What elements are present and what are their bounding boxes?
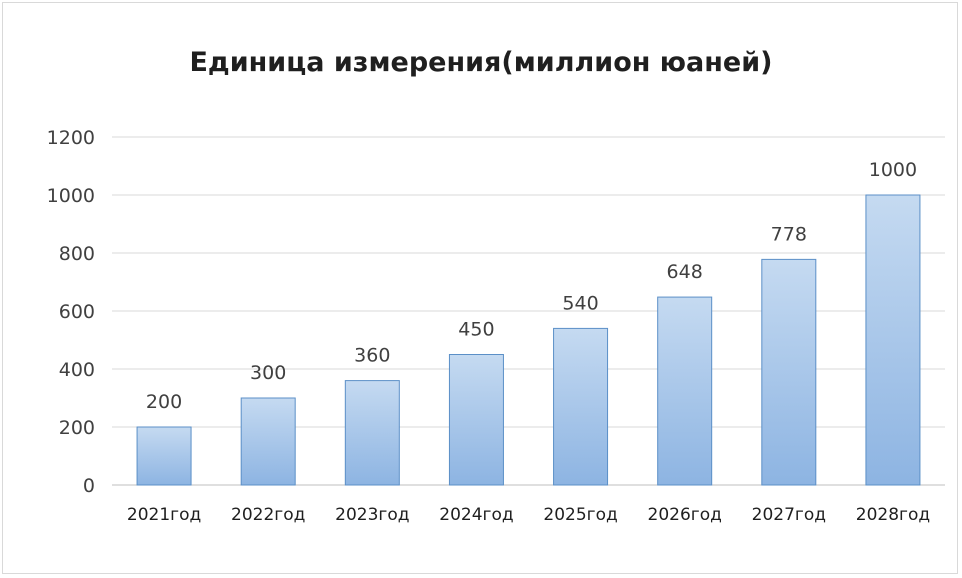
y-tick-label: 1000 <box>47 185 95 207</box>
data-label: 778 <box>771 223 807 245</box>
data-label: 648 <box>667 261 703 283</box>
category-label: 2022год <box>231 505 305 525</box>
y-tick-label: 600 <box>59 301 95 323</box>
category-label: 2027год <box>752 505 826 525</box>
bar <box>240 397 296 486</box>
category-label: 2023год <box>335 505 409 525</box>
bar <box>865 194 921 486</box>
data-label: 360 <box>354 345 390 367</box>
data-labels: 200 300 360 450 540 648 778 1000 <box>146 159 917 413</box>
y-tick-label: 800 <box>59 243 95 265</box>
bar <box>553 327 609 486</box>
category-label: 2021год <box>127 505 201 525</box>
bars <box>136 194 921 486</box>
gridlines <box>112 136 945 486</box>
y-axis-ticks: 0 200 400 600 800 1000 1200 <box>47 127 95 497</box>
y-tick-label: 200 <box>59 417 95 439</box>
data-label: 200 <box>146 391 182 413</box>
category-label: 2028год <box>856 505 930 525</box>
bar <box>448 354 504 486</box>
y-tick-label: 1200 <box>47 127 95 149</box>
bar <box>761 258 817 486</box>
data-label: 300 <box>250 362 286 384</box>
data-label: 1000 <box>869 159 917 181</box>
x-axis-categories: 2021год 2022год 2023год 2024год 2025год 2026г… <box>127 505 930 525</box>
data-label: 450 <box>458 319 494 341</box>
y-tick-label: 0 <box>83 475 95 497</box>
y-tick-label: 400 <box>59 359 95 381</box>
bar <box>344 380 400 486</box>
data-label: 540 <box>562 292 598 314</box>
category-label: 2024год <box>439 505 513 525</box>
chart-title: Единица измерения(миллион юаней) <box>189 47 773 78</box>
bar <box>136 426 192 486</box>
bar <box>657 296 713 486</box>
category-label: 2026год <box>648 505 722 525</box>
category-label: 2025год <box>543 505 617 525</box>
